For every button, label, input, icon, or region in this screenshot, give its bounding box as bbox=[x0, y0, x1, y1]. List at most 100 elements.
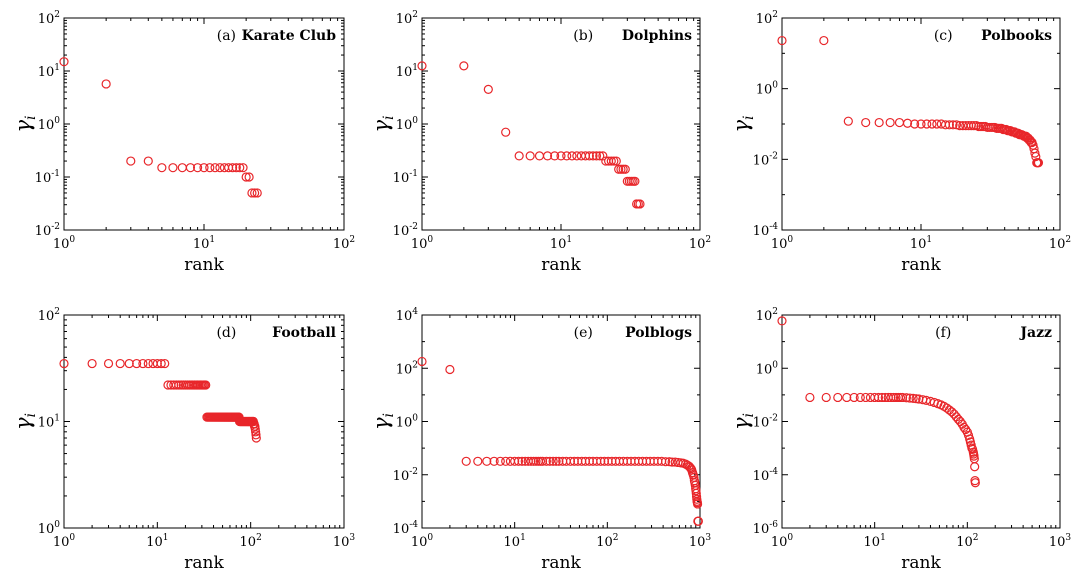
data-point bbox=[777, 316, 787, 326]
y-tick-label: 100 bbox=[38, 116, 61, 133]
x-tick-label: 100 bbox=[53, 235, 76, 252]
data-point bbox=[537, 456, 548, 466]
data-point bbox=[922, 119, 932, 129]
data-point bbox=[238, 163, 248, 173]
y-axis-label: γi bbox=[729, 413, 757, 430]
panel-f: 100 101 102 103 10-6 10-4 10-2 100 102 rank γi (f) J… bbox=[729, 307, 1071, 573]
y-tick-label: 10-1 bbox=[393, 169, 418, 186]
data-point bbox=[525, 151, 535, 161]
plot-frame bbox=[781, 314, 1061, 529]
data-point bbox=[584, 151, 594, 161]
data-point bbox=[501, 456, 511, 466]
panel-b: 100 101 102 10-2 10-1 100 101 102 rank γi (b) Dolph… bbox=[369, 10, 711, 275]
data-point bbox=[842, 392, 852, 403]
y-tick-label: 10-2 bbox=[393, 222, 418, 239]
data-point bbox=[888, 392, 899, 403]
x-tick-label: 103 bbox=[333, 533, 356, 550]
data-point bbox=[588, 151, 598, 161]
data-point bbox=[157, 163, 167, 173]
panel-letter: (b) bbox=[573, 28, 593, 44]
data-point bbox=[905, 393, 915, 403]
y-tick-label: 102 bbox=[756, 307, 778, 324]
data-point bbox=[861, 117, 871, 128]
data-point bbox=[870, 392, 880, 403]
data-point bbox=[501, 127, 511, 137]
plot-frame bbox=[421, 314, 701, 529]
x-tick-label: 102 bbox=[956, 533, 978, 550]
panel-letter: (d) bbox=[216, 325, 236, 341]
data-point bbox=[562, 151, 572, 161]
data-point bbox=[227, 163, 238, 173]
plot-frame bbox=[63, 314, 345, 529]
y-tick-label: 10-2 bbox=[35, 222, 60, 239]
plot-frame bbox=[781, 17, 1061, 231]
x-tick-label: 102 bbox=[1049, 235, 1071, 252]
data-point bbox=[548, 456, 558, 466]
data-point bbox=[609, 156, 619, 166]
x-tick-label: 101 bbox=[550, 235, 572, 252]
data-point bbox=[250, 188, 260, 198]
data-point bbox=[132, 358, 142, 369]
data-point bbox=[513, 456, 524, 466]
panel-title: Polblogs bbox=[625, 325, 692, 341]
x-tick-label: 101 bbox=[910, 235, 932, 252]
data-point bbox=[693, 516, 703, 526]
y-axis-label: γi bbox=[11, 413, 39, 430]
x-tick-label: 101 bbox=[146, 533, 168, 550]
x-axis-label: rank bbox=[901, 553, 941, 573]
data-point bbox=[192, 163, 203, 173]
data-point bbox=[910, 119, 920, 129]
data-point bbox=[483, 84, 493, 94]
data-point bbox=[445, 364, 455, 375]
data-point bbox=[572, 151, 582, 161]
data-point bbox=[138, 358, 148, 369]
y-axis-label: γi bbox=[11, 115, 39, 132]
data-point bbox=[59, 358, 69, 369]
x-axis-label: rank bbox=[901, 255, 941, 275]
panel-c: 100 101 102 10-4 10-2 100 102 rank γi (c) Polbooks bbox=[729, 10, 1071, 275]
data-point bbox=[247, 188, 257, 198]
data-point bbox=[185, 163, 196, 173]
x-tick-label: 101 bbox=[864, 533, 886, 550]
data-point bbox=[567, 151, 577, 161]
x-tick-label: 102 bbox=[596, 533, 618, 550]
y-tick-label: 10-2 bbox=[753, 414, 778, 431]
plot-frame bbox=[421, 17, 701, 231]
data-point bbox=[205, 163, 215, 173]
data-point bbox=[156, 358, 166, 369]
x-tick-label: 103 bbox=[1049, 533, 1072, 550]
data-point bbox=[177, 163, 187, 173]
panel-title: Football bbox=[272, 325, 336, 341]
y-tick-label: 102 bbox=[38, 10, 60, 27]
panel-title: Dolphins bbox=[622, 28, 692, 44]
data-point bbox=[59, 57, 69, 67]
data-point bbox=[244, 172, 254, 182]
data-point bbox=[531, 456, 541, 466]
data-point bbox=[974, 121, 984, 132]
data-point bbox=[556, 151, 566, 161]
data-point bbox=[927, 119, 937, 129]
x-axis-label: rank bbox=[184, 255, 224, 275]
x-tick-label: 103 bbox=[689, 533, 712, 550]
data-point bbox=[944, 120, 954, 130]
data-point bbox=[969, 121, 979, 131]
data-point bbox=[894, 117, 905, 128]
panel-letter: (f) bbox=[935, 325, 951, 341]
x-tick-label: 102 bbox=[240, 533, 262, 550]
data-point bbox=[143, 156, 153, 166]
data-point bbox=[614, 164, 624, 174]
data-point bbox=[819, 35, 829, 46]
data-point bbox=[495, 456, 505, 466]
data-point bbox=[660, 457, 671, 467]
data-point bbox=[902, 118, 913, 128]
data-point bbox=[843, 116, 853, 126]
data-point bbox=[932, 119, 942, 129]
data-point bbox=[417, 356, 427, 367]
panel-letter: (c) bbox=[934, 28, 953, 44]
y-tick-label: 104 bbox=[396, 307, 419, 324]
x-axis-label: rank bbox=[541, 553, 581, 573]
data-point bbox=[87, 358, 97, 369]
y-tick-label: 10-2 bbox=[393, 467, 418, 484]
data-point bbox=[667, 457, 677, 467]
data-point bbox=[542, 151, 553, 161]
